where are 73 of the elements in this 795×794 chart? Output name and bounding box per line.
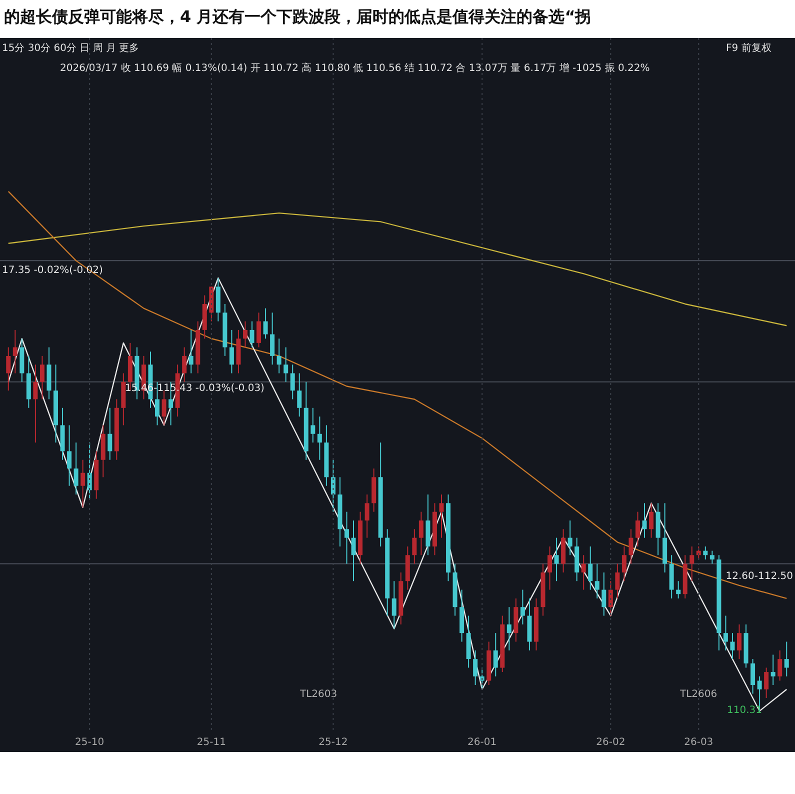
candlestick	[229, 329, 234, 374]
candlestick	[162, 390, 166, 426]
candlestick	[736, 624, 742, 660]
candlestick	[690, 546, 694, 582]
candlestick	[250, 320, 254, 348]
candlestick	[764, 667, 769, 699]
x-tick-label: 26-03	[684, 737, 714, 748]
candlestick	[80, 459, 86, 508]
candlestick	[703, 546, 708, 560]
candlestick	[770, 654, 776, 686]
candlestick	[723, 615, 728, 651]
candlestick	[568, 520, 572, 556]
candlestick	[548, 546, 552, 590]
candlestick	[628, 528, 634, 564]
text: 15分 30分 60分 日 周 月 更多	[2, 42, 140, 54]
candlestick	[351, 520, 356, 582]
candlestick	[676, 580, 681, 599]
candlestick	[412, 528, 417, 564]
annotation: TL2606	[679, 689, 718, 700]
candlestick	[182, 346, 187, 382]
candlestick	[602, 572, 606, 616]
candlestick	[520, 589, 525, 625]
text: F9 前复权	[726, 42, 772, 54]
candlestick	[284, 346, 288, 382]
annotation: 12.60-112.50	[726, 571, 793, 582]
x-tick-label: 25-10	[75, 737, 104, 748]
candlestick	[642, 502, 647, 538]
x-tick-label: 25-12	[318, 737, 348, 748]
candlestick	[276, 338, 282, 374]
candlestick	[588, 546, 593, 590]
candlestick	[188, 329, 194, 374]
candlestick	[344, 511, 349, 564]
candlestick	[784, 641, 789, 677]
candlestick	[256, 312, 262, 348]
candlestick	[6, 346, 11, 392]
candlestick	[310, 407, 316, 444]
candlestick	[750, 658, 756, 694]
candlestick	[635, 511, 640, 547]
x-tick-label: 25-11	[196, 737, 226, 748]
annotation: TL2603	[299, 689, 338, 700]
candlestick	[473, 650, 478, 686]
candlestick	[12, 329, 18, 374]
candlestick	[392, 580, 396, 630]
candlestick	[730, 632, 735, 660]
candlestick	[364, 494, 370, 538]
chart-title: 的超长债反弹可能将尽，4 月还有一个下跌波段，届时的低点是值得关注的备选“拐	[4, 7, 592, 26]
x-tick-label: 26-02	[596, 737, 626, 748]
candlestick	[270, 312, 275, 366]
annotation: 110.31	[727, 705, 762, 716]
candlestick	[108, 407, 112, 460]
candlestick	[263, 308, 268, 340]
candlestick	[649, 502, 654, 538]
candlestick	[297, 372, 302, 418]
candlestick	[710, 550, 714, 564]
candlestick	[622, 546, 626, 582]
candlestick	[67, 424, 72, 486]
candlestick	[242, 320, 248, 348]
x-tick-label: 26-01	[468, 737, 497, 748]
candlestick	[439, 494, 444, 538]
candlestick	[778, 650, 782, 682]
candlestick	[506, 606, 512, 651]
candlestick	[317, 416, 322, 460]
candlestick	[418, 511, 424, 556]
candlestick	[74, 442, 78, 495]
candlestick	[33, 364, 38, 444]
candlestick	[594, 563, 600, 599]
text: 2026/03/17 收 110.69 幅 0.13%(0.14) 开 110.72 高 110.80 低 110.56 结 110.72 合 13.07万 量 6.17万 增 -1025 振 0.22%	[60, 62, 650, 74]
candlestick	[40, 355, 44, 400]
candlestick	[615, 563, 620, 599]
candlestick	[290, 364, 295, 400]
candlestick	[493, 632, 498, 677]
candlestick	[554, 537, 559, 582]
candlestick	[581, 554, 586, 590]
